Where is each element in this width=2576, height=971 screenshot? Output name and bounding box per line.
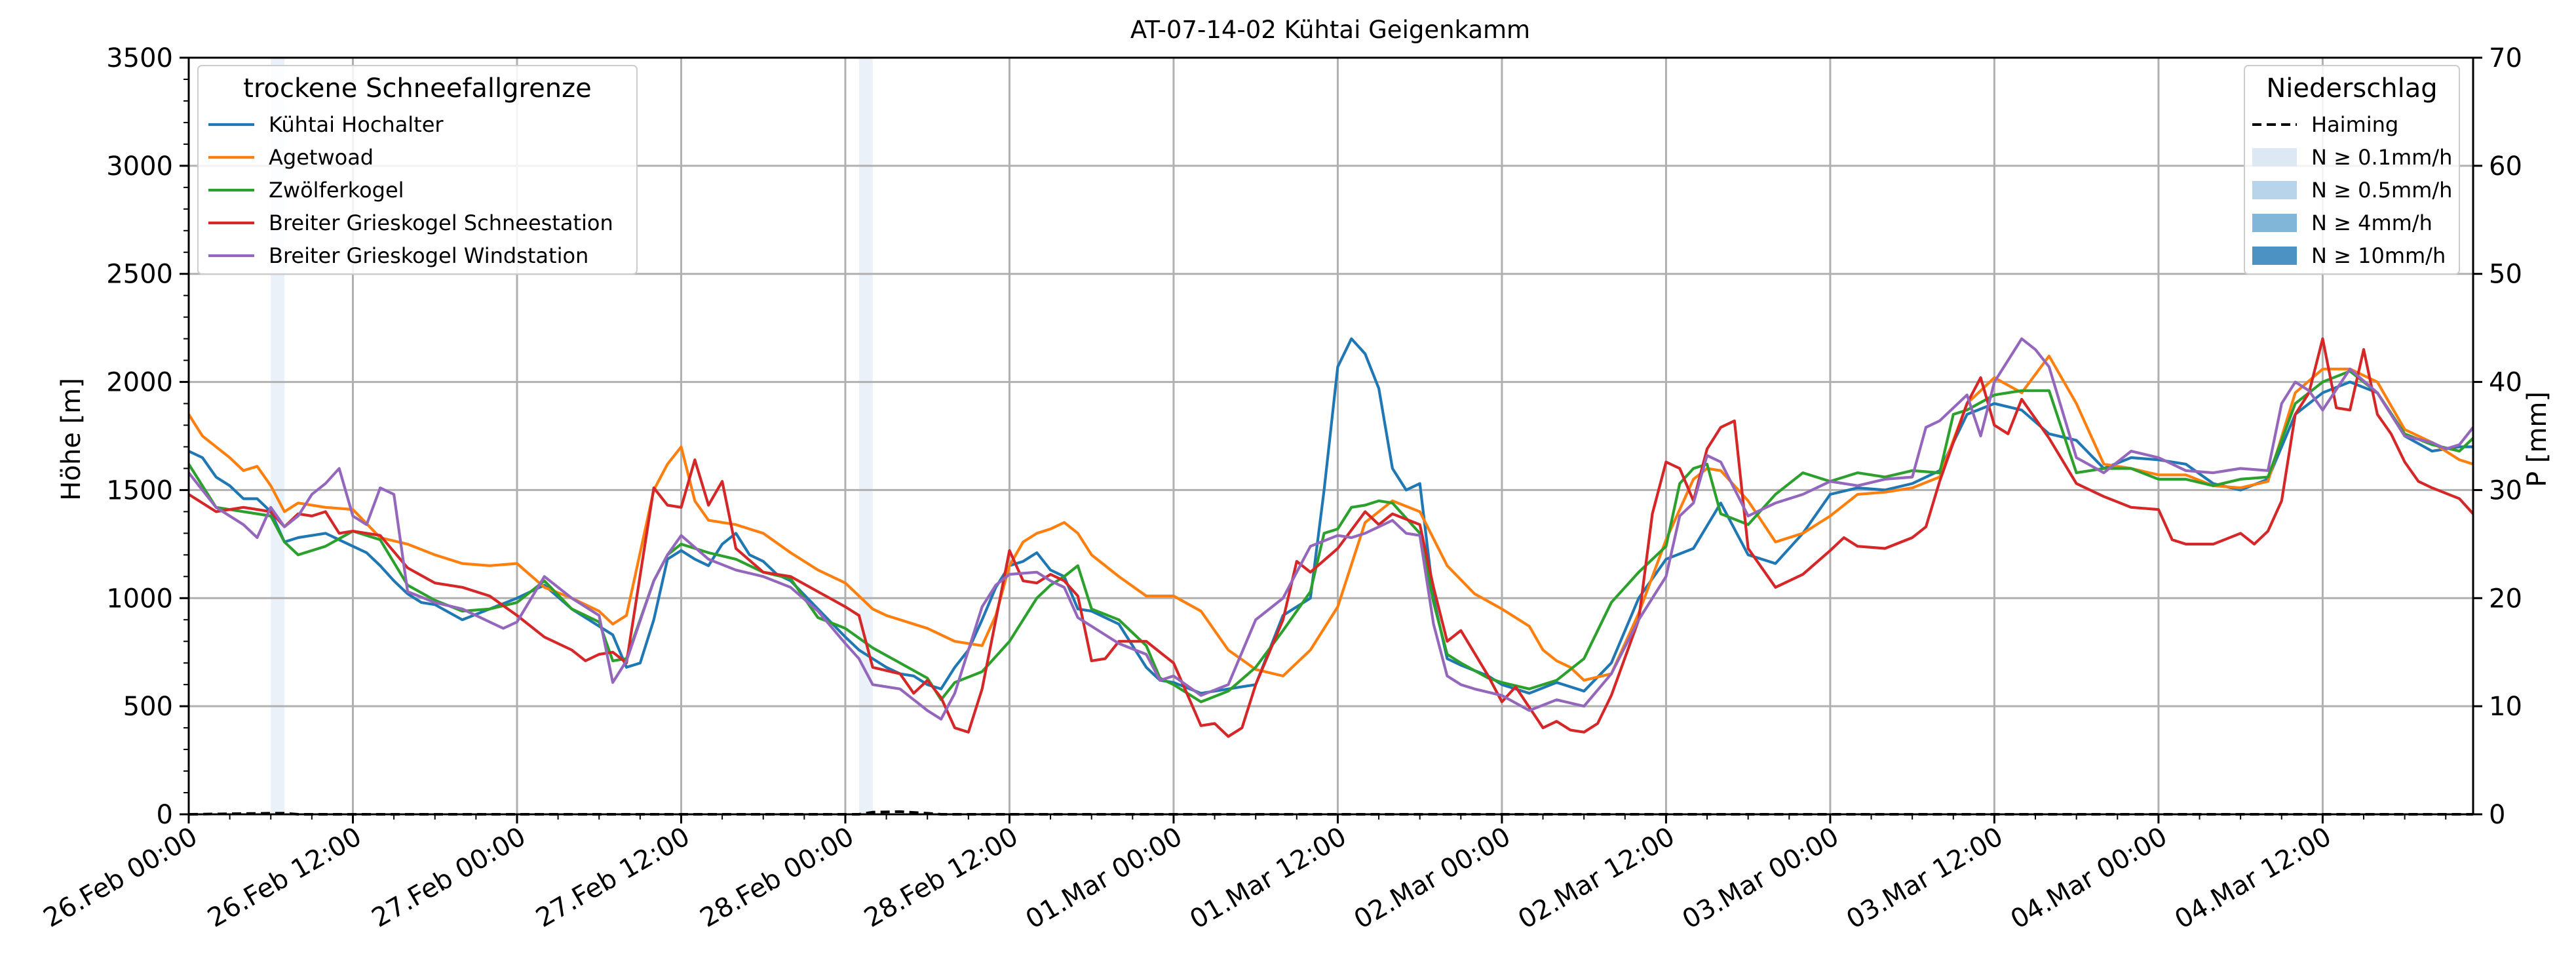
y2-tick-label-5: 50: [2489, 260, 2522, 290]
legend-precip-title: Niederschlag: [2266, 73, 2437, 104]
y-tick-label-6: 3000: [106, 151, 173, 182]
legend-snowline-items: Kühtai Hochalter Agetwoad Zwölferkogel Brei…: [208, 112, 613, 268]
legend-snowline-title: trockene Schneefallgrenze: [243, 73, 591, 104]
y2-tick-label-1: 10: [2489, 692, 2522, 722]
series-line-2: [187, 369, 2474, 703]
legend-snowline: trockene Schneefallgrenze Kühtai Hochalt…: [197, 65, 638, 275]
y-tick-label-3: 1500: [106, 475, 173, 505]
legend-precip-frame: [2244, 65, 2460, 275]
legend-precip-items: Haiming N ≥ 0.1mm/h N ≥ 0.5mm/h N ≥ 4mm/h N …: [2252, 112, 2452, 268]
legend-label-4: Breiter Grieskogel Windstation: [269, 243, 588, 268]
series-line-haiming: [188, 810, 2473, 816]
legend-precip-label-1: N ≥ 0.1mm/h: [2311, 145, 2452, 170]
legend-label-0: Kühtai Hochalter: [269, 112, 444, 137]
legend-precip-swatch-2: [2252, 181, 2297, 199]
legend-precip-label-4: N ≥ 10mm/h: [2311, 243, 2446, 268]
y-tick-label-2: 1000: [106, 584, 173, 614]
y-tick-label-5: 2500: [106, 260, 173, 290]
precip-shade-1: [858, 58, 873, 814]
y-tick-label-1: 500: [123, 692, 173, 722]
legend-precip-swatch-4: [2252, 247, 2297, 265]
y-tick-label-4: 2000: [106, 368, 173, 398]
legend-precip-label-2: N ≥ 0.5mm/h: [2311, 178, 2452, 203]
y2-axis-label: P [mm]: [2522, 391, 2552, 487]
y-tick-label-0: 0: [157, 800, 173, 830]
y2-tick-label-6: 60: [2489, 151, 2522, 182]
legend-label-2: Zwölferkogel: [269, 178, 404, 203]
y2-tick-label-3: 30: [2489, 475, 2522, 505]
series-line-4: [187, 337, 2474, 721]
chart-title: AT-07-14-02 Kühtai Geigenkamm: [1130, 16, 1530, 44]
legend-label-3: Breiter Grieskogel Schneestation: [269, 210, 613, 235]
grid-layer: [187, 56, 2473, 816]
legend-precip: Niederschlag Haiming N ≥ 0.1mm/h N ≥ 0.5mm…: [2244, 65, 2460, 275]
y2-tick-label-7: 70: [2489, 43, 2522, 73]
y2-tick-label-0: 0: [2489, 800, 2505, 830]
y-axis-label: Höhe [m]: [56, 378, 87, 500]
y-tick-label-7: 3500: [106, 43, 173, 73]
legend-label-1: Agetwoad: [269, 145, 374, 170]
y2-tick-label-4: 40: [2489, 368, 2522, 398]
series-layer: [187, 337, 2474, 816]
plot-frame: [187, 56, 2474, 816]
y2-tick-label-2: 20: [2489, 584, 2522, 614]
legend-precip-label-0: Haiming: [2311, 112, 2398, 137]
legend-precip-label-3: N ≥ 4mm/h: [2311, 210, 2432, 235]
legend-precip-swatch-3: [2252, 214, 2297, 232]
legend-snowline-frame: [197, 65, 638, 275]
legend-precip-swatch-1: [2252, 148, 2297, 167]
